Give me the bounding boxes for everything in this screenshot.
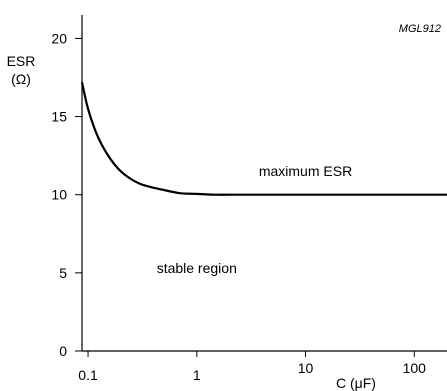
ticks: 0 5 10 15 20 0.1 1 10 100 bbox=[51, 30, 426, 383]
x-tick-label: 0.1 bbox=[78, 367, 98, 383]
annotations: maximum ESR stable region bbox=[157, 163, 353, 276]
series-line-maximum-esr bbox=[80, 81, 447, 196]
figure-id: MGL912 bbox=[399, 23, 441, 35]
y-axis-label-line2: (Ω) bbox=[11, 71, 31, 87]
y-tick-label: 15 bbox=[51, 109, 67, 125]
axes bbox=[81, 15, 447, 352]
annotation-maximum-esr: maximum ESR bbox=[259, 163, 352, 179]
x-tick-label: 1 bbox=[193, 367, 201, 383]
y-tick-label: 20 bbox=[51, 30, 67, 46]
annotation-stable-region: stable region bbox=[157, 260, 237, 276]
y-tick-label: 0 bbox=[59, 343, 67, 359]
x-tick-label: 100 bbox=[403, 360, 427, 376]
y-axis-label-line1: ESR bbox=[7, 53, 36, 69]
y-tick-label: 10 bbox=[51, 187, 67, 203]
series bbox=[80, 81, 447, 196]
x-tick-label: 10 bbox=[298, 360, 314, 376]
x-axis-label: C (μF) bbox=[336, 375, 376, 391]
y-tick-label: 5 bbox=[59, 265, 67, 281]
